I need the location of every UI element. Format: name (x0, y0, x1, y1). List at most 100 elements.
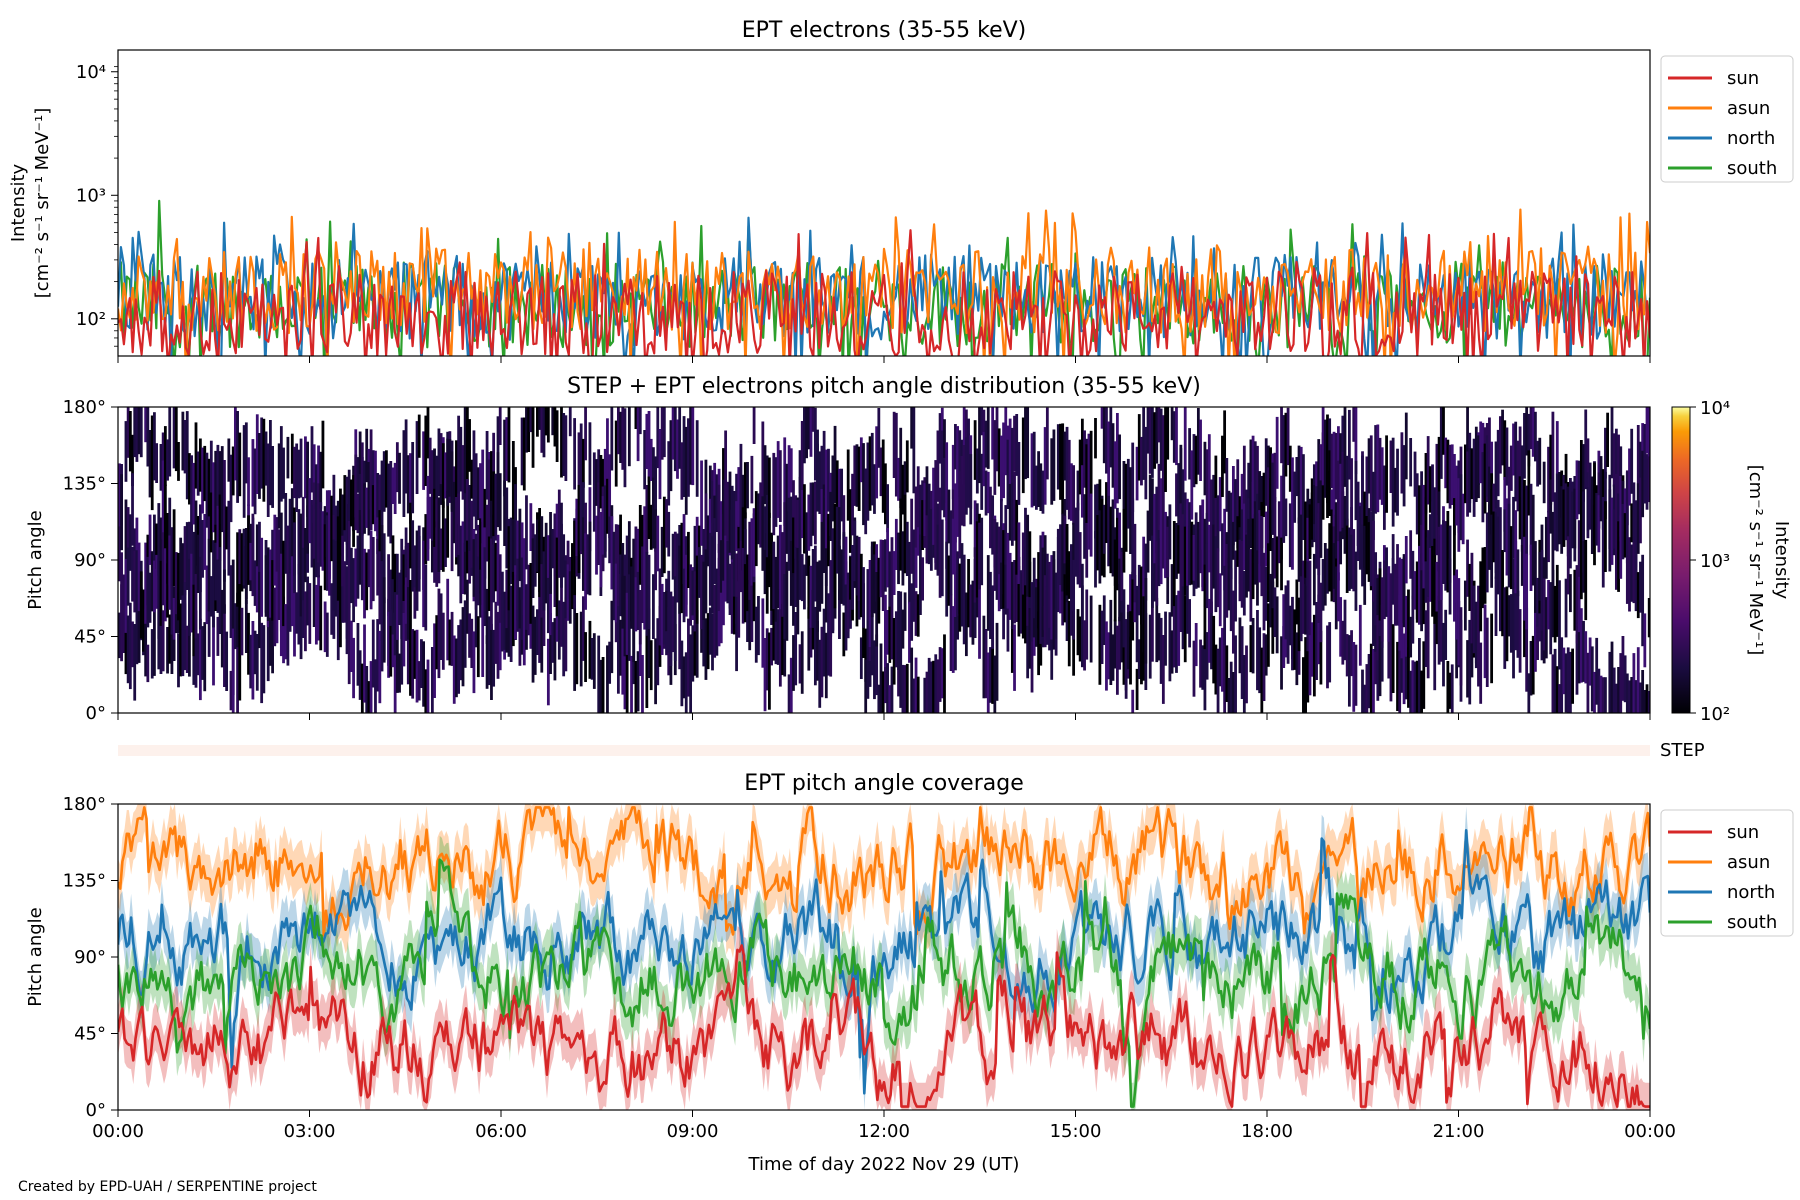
heatmap-cell (564, 597, 568, 672)
heatmap-cell (1347, 409, 1351, 480)
heatmap-cell (1341, 620, 1345, 665)
heatmap-cell (934, 460, 938, 520)
heatmap-cell (207, 603, 211, 657)
heatmap-cell (1024, 407, 1027, 480)
heatmap-cell (1010, 561, 1014, 629)
heatmap-cell (713, 584, 717, 658)
heatmap-cell (824, 449, 828, 498)
heatmap-cell (229, 670, 233, 711)
heatmap-cell (1450, 444, 1454, 505)
heatmap-cell (400, 538, 404, 601)
heatmap-cell (772, 452, 776, 536)
heatmap-cell (363, 548, 366, 619)
heatmap-cell (1400, 558, 1404, 614)
legend-frame (1660, 55, 1794, 183)
heatmap-cell (1225, 645, 1229, 702)
heatmap-cell (286, 436, 290, 479)
heatmap-cell (339, 532, 342, 600)
heatmap-cell (1008, 418, 1012, 492)
heatmap-cell (126, 507, 130, 574)
heatmap-cell (1345, 455, 1349, 526)
heatmap-cell (1194, 435, 1198, 485)
heatmap-cell (1192, 434, 1196, 488)
heatmap-cell (1424, 453, 1428, 514)
heatmap-cell (1240, 540, 1244, 608)
heatmap-cell (367, 681, 371, 713)
legend-label-south: south (1727, 158, 1777, 179)
heatmap-cell (203, 445, 207, 502)
heatmap-cell (255, 524, 259, 606)
heatmap-cell (656, 407, 660, 469)
heatmap-cell (1131, 498, 1135, 580)
heatmap-cell (455, 638, 458, 698)
heatmap-cell (1415, 561, 1419, 623)
heatmap-cell (1297, 517, 1301, 582)
heatmap-cell (1242, 655, 1246, 713)
heatmap-cell (857, 446, 861, 511)
heatmap-cell (916, 676, 920, 713)
heatmap-cell (1288, 503, 1292, 568)
heatmap-cell (750, 561, 754, 642)
heatmap-cell (163, 426, 167, 486)
heatmap-cell (978, 522, 981, 590)
heatmap-cell (934, 654, 938, 713)
heatmap-cell (1365, 516, 1369, 575)
heatmap-cell (450, 451, 454, 512)
heatmap-cell (619, 411, 622, 463)
heatmap-cell (1021, 573, 1025, 639)
heatmap-cell (1446, 661, 1450, 713)
heatmap-cell (1643, 613, 1647, 668)
heatmap-cell (695, 555, 699, 624)
heatmap-cell (330, 495, 334, 562)
heatmap-cell (290, 488, 294, 570)
heatmap-cell (949, 593, 953, 671)
heatmap-cell (829, 560, 833, 637)
heatmap-cell (284, 604, 288, 660)
heatmap-cell (198, 618, 202, 701)
heatmap-cell (1129, 467, 1132, 525)
heatmap-cell (190, 492, 194, 570)
heatmap-cell (505, 417, 509, 481)
heatmap-cell (853, 445, 857, 506)
heatmap-cell (406, 559, 410, 640)
heatmap-cell (133, 407, 137, 458)
heatmap-cell (1315, 486, 1318, 569)
heatmap-cell (1227, 678, 1231, 713)
heatmap-cell (890, 616, 894, 660)
heatmap-cell (1080, 465, 1084, 518)
heatmap-cell (1398, 646, 1402, 713)
heatmap-cell (441, 501, 445, 572)
heatmap-cell (155, 554, 158, 609)
heatmap-cell (1553, 585, 1557, 643)
heatmap-cell (715, 474, 719, 532)
heatmap-cell (223, 505, 226, 582)
heatmap-cell (1102, 407, 1106, 464)
heatmap-cell (621, 576, 625, 629)
heatmap-cell (1393, 563, 1397, 626)
heatmap-cell (1126, 612, 1130, 670)
heatmap-cell (378, 510, 382, 588)
heatmap-cell (1525, 407, 1529, 456)
heatmap-cell (864, 628, 868, 682)
heatmap-cell (912, 565, 916, 622)
heatmap-cell (770, 532, 773, 611)
heatmap-cell (956, 454, 960, 537)
heatmap-cell (1628, 448, 1631, 506)
heatmap-cell (601, 496, 605, 555)
heatmap-cell (1538, 552, 1542, 601)
heatmap-cell (1155, 486, 1159, 554)
heatmap-cell (1308, 560, 1312, 636)
heatmap-cell (875, 426, 879, 499)
heatmap-cell (603, 448, 607, 512)
heatmap-cell (1562, 647, 1566, 695)
heatmap-cell (1428, 514, 1432, 561)
y-tick-label: 0° (86, 703, 106, 724)
heatmap-cell (465, 407, 469, 495)
heatmap-cell (441, 443, 445, 508)
heatmap-cell (1227, 557, 1231, 611)
heatmap-cell (951, 444, 955, 500)
heatmap-cell (783, 621, 787, 677)
heatmap-cell (625, 592, 629, 655)
heatmap-cell (1317, 503, 1321, 576)
